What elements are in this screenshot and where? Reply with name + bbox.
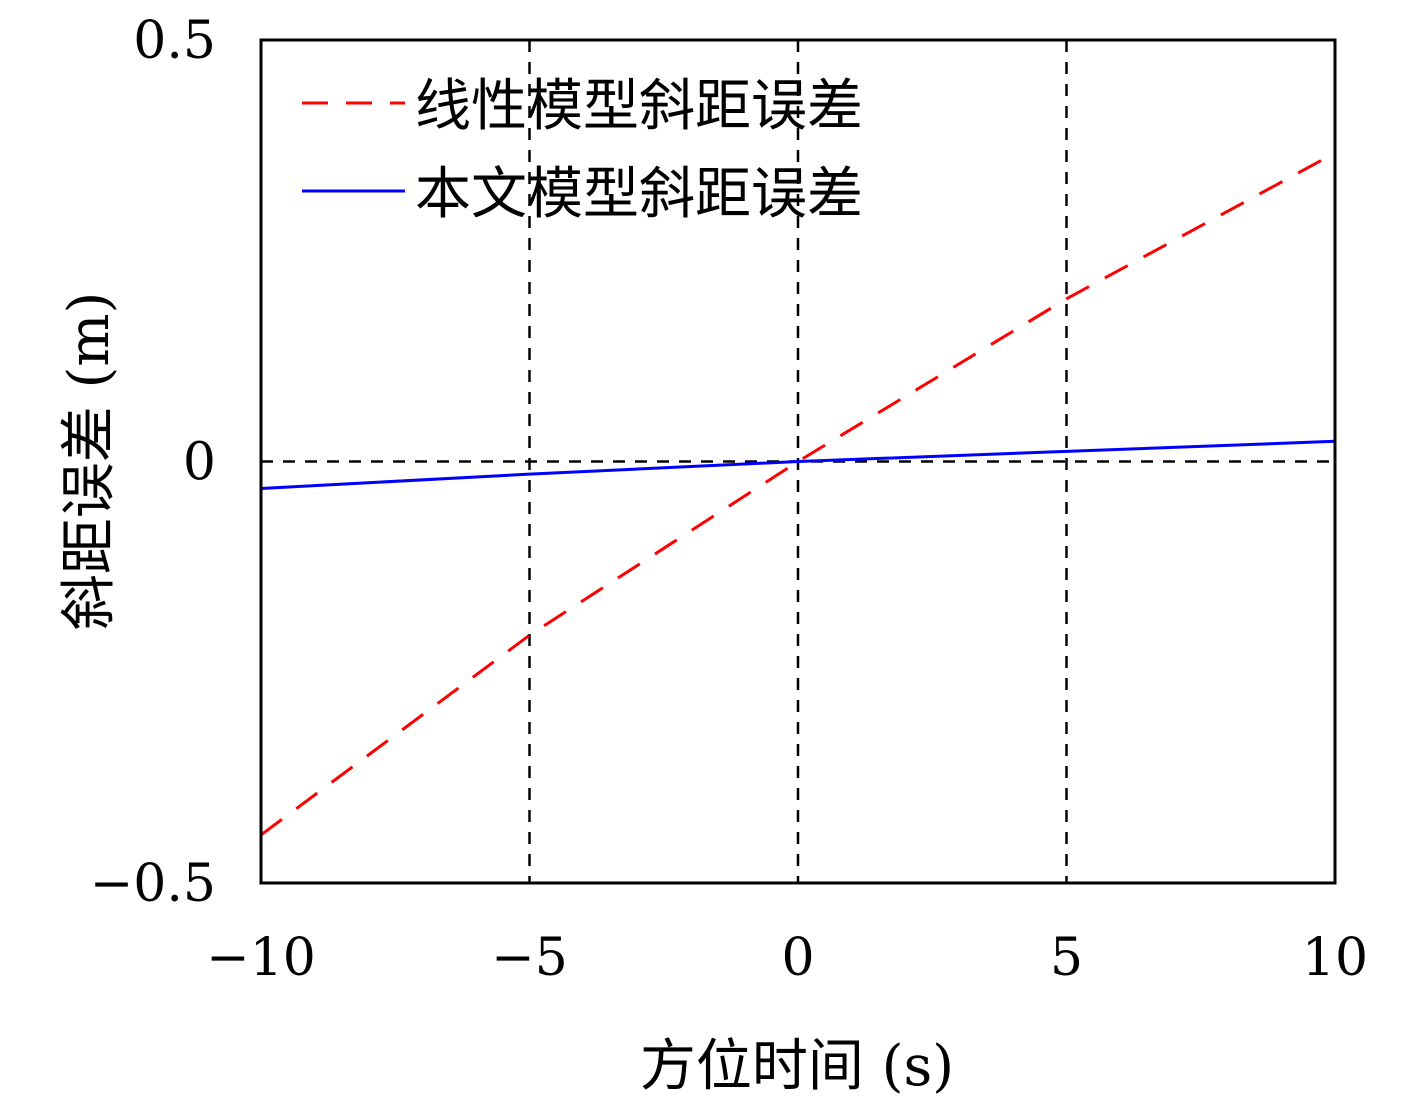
x-tick-label: −10: [206, 928, 316, 988]
legend-label-linear-model: 线性模型斜距误差: [415, 74, 863, 139]
x-tick-label: 5: [1050, 928, 1083, 988]
y-tick-label: −0.5: [90, 854, 216, 914]
x-axis-title: 方位时间 (s): [640, 1034, 954, 1099]
x-tick-labels: −10 −5 0 5 10: [206, 928, 1368, 988]
x-tick-label: 10: [1302, 928, 1368, 988]
y-tick-label: 0.5: [133, 11, 216, 71]
x-tick-label: −5: [491, 928, 568, 988]
y-axis-title: 斜距误差 (m): [57, 292, 122, 631]
x-tick-label: 0: [781, 928, 814, 988]
y-tick-label: 0: [183, 433, 216, 493]
legend: 线性模型斜距误差 本文模型斜距误差: [302, 74, 863, 227]
legend-label-proposed-model: 本文模型斜距误差: [415, 162, 863, 227]
